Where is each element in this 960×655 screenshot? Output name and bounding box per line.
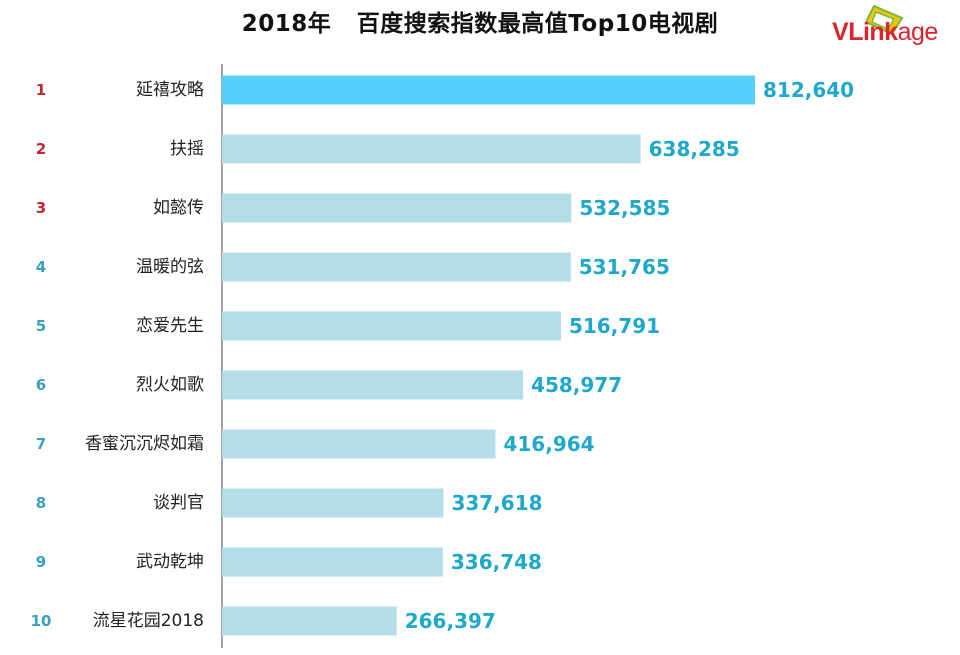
chart-title: 2018年 百度搜索指数最高值Top10电视剧 <box>241 11 719 37</box>
rank-label: 5 <box>36 317 46 335</box>
rank-label: 6 <box>36 376 46 394</box>
category-label: 温暖的弦 <box>136 257 204 277</box>
rank-label: 2 <box>36 140 46 158</box>
rank-label: 8 <box>36 494 46 512</box>
value-label: 532,585 <box>579 196 670 220</box>
category-label: 恋爱先生 <box>136 315 204 336</box>
value-label: 266,397 <box>405 609 496 633</box>
category-label: 流星花园2018 <box>93 611 204 631</box>
rank-label: 9 <box>36 553 46 571</box>
rank-label: 1 <box>36 81 46 99</box>
rank-label: 10 <box>31 612 52 630</box>
logo-emblem-icon <box>864 4 904 34</box>
value-label: 638,285 <box>649 137 740 161</box>
bar <box>222 75 755 105</box>
vlinkage-logo: VLinkage <box>832 4 956 48</box>
category-label: 武动乾坤 <box>136 552 204 572</box>
value-label: 336,748 <box>451 550 542 574</box>
value-label: 416,964 <box>503 432 594 456</box>
bar <box>222 252 571 282</box>
category-label: 香蜜沉沉烬如霜 <box>85 434 204 454</box>
rank-label: 4 <box>36 258 46 276</box>
category-label: 如懿传 <box>153 198 204 218</box>
value-label: 458,977 <box>531 373 622 397</box>
bar <box>222 193 572 223</box>
value-label: 337,618 <box>451 491 542 515</box>
category-label: 谈判官 <box>153 493 204 513</box>
rank-label: 7 <box>36 435 46 453</box>
bar <box>222 370 524 400</box>
bar <box>222 606 397 636</box>
category-label: 扶摇 <box>170 139 204 159</box>
logo-text: VLinkage <box>832 18 938 46</box>
bar <box>222 488 444 518</box>
category-label: 烈火如歌 <box>136 375 204 395</box>
value-label: 516,791 <box>569 314 660 338</box>
bar <box>222 311 561 341</box>
value-label: 531,765 <box>579 255 670 279</box>
bar <box>222 547 443 577</box>
bar <box>222 134 641 164</box>
rank-label: 3 <box>36 199 46 217</box>
bar <box>222 429 496 459</box>
category-label: 延禧攻略 <box>136 80 204 100</box>
value-label: 812,640 <box>763 78 854 102</box>
